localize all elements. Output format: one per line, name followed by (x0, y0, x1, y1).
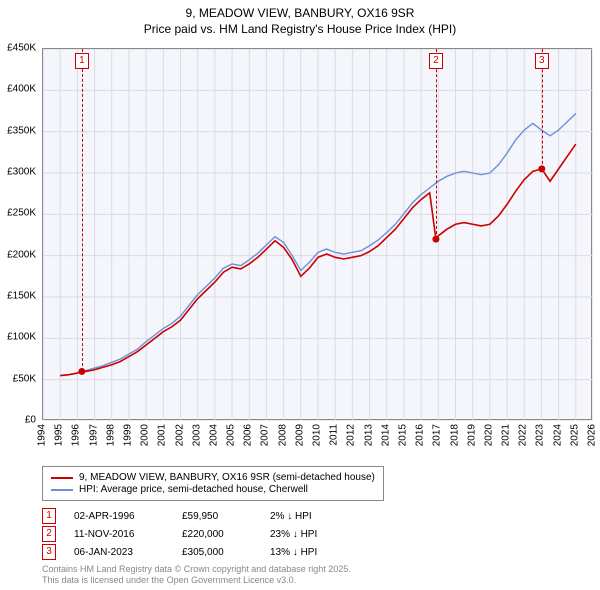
x-tick-label: 2001 (157, 424, 168, 446)
sales-row-marker: 1 (42, 508, 56, 524)
legend-swatch (51, 477, 73, 479)
legend-row: HPI: Average price, semi-detached house,… (51, 484, 375, 495)
chart-svg (43, 49, 593, 421)
sales-row: 2 11-NOV-2016 £220,000 23% ↓ HPI (42, 526, 360, 542)
x-tick-label: 2014 (380, 424, 391, 446)
legend-label: HPI: Average price, semi-detached house,… (79, 484, 308, 495)
x-tick-label: 2012 (346, 424, 357, 446)
sales-row: 1 02-APR-1996 £59,950 2% ↓ HPI (42, 508, 360, 524)
x-tick-label: 2023 (535, 424, 546, 446)
y-tick-label: £450K (7, 43, 36, 54)
plot-area: 1 2 3 (42, 48, 592, 420)
x-tick-label: 2017 (432, 424, 443, 446)
legend: 9, MEADOW VIEW, BANBURY, OX16 9SR (semi-… (42, 466, 384, 501)
y-tick-label: £50K (13, 373, 36, 384)
legend-swatch (51, 489, 73, 491)
licence-text: Contains HM Land Registry data © Crown c… (42, 564, 351, 586)
y-tick-label: £350K (7, 125, 36, 136)
sales-table: 1 02-APR-1996 £59,950 2% ↓ HPI 2 11-NOV-2016 £… (42, 506, 360, 562)
x-tick-label: 1994 (37, 424, 48, 446)
sales-row-price: £305,000 (182, 547, 252, 558)
y-tick-label: £0 (25, 415, 36, 426)
x-tick-label: 2021 (501, 424, 512, 446)
x-tick-label: 2010 (312, 424, 323, 446)
x-tick-label: 2019 (466, 424, 477, 446)
title-block: 9, MEADOW VIEW, BANBURY, OX16 9SR Price … (0, 0, 600, 37)
x-tick-label: 2013 (363, 424, 374, 446)
legend-label: 9, MEADOW VIEW, BANBURY, OX16 9SR (semi-… (79, 472, 375, 483)
x-tick-label: 2000 (140, 424, 151, 446)
x-tick-label: 2003 (191, 424, 202, 446)
x-tick-label: 2002 (174, 424, 185, 446)
sale-marker-box-3: 3 (535, 53, 549, 69)
sales-row-marker: 2 (42, 526, 56, 542)
sale-marker-line-2 (436, 49, 437, 239)
sales-row-price: £220,000 (182, 529, 252, 540)
title-line-2: Price paid vs. HM Land Registry's House … (0, 22, 600, 38)
sale-marker-box-1: 1 (75, 53, 89, 69)
x-tick-label: 2004 (208, 424, 219, 446)
title-line-1: 9, MEADOW VIEW, BANBURY, OX16 9SR (0, 6, 600, 22)
x-tick-label: 2025 (569, 424, 580, 446)
sales-row-date: 11-NOV-2016 (74, 529, 164, 540)
x-tick-label: 2009 (294, 424, 305, 446)
licence-line-1: Contains HM Land Registry data © Crown c… (42, 564, 351, 575)
x-tick-label: 1997 (88, 424, 99, 446)
x-tick-label: 2005 (226, 424, 237, 446)
x-tick-label: 2006 (243, 424, 254, 446)
sales-row-price: £59,950 (182, 511, 252, 522)
x-axis-labels: 1994199519961997199819992000200120022003… (42, 422, 592, 472)
x-tick-label: 1999 (122, 424, 133, 446)
y-tick-label: £100K (7, 332, 36, 343)
x-tick-label: 2007 (260, 424, 271, 446)
x-tick-label: 2008 (277, 424, 288, 446)
legend-row: 9, MEADOW VIEW, BANBURY, OX16 9SR (semi-… (51, 472, 375, 483)
x-tick-label: 1996 (71, 424, 82, 446)
y-tick-label: £150K (7, 291, 36, 302)
y-tick-label: £250K (7, 208, 36, 219)
sales-row-date: 02-APR-1996 (74, 511, 164, 522)
sale-marker-line-1 (82, 49, 83, 371)
x-tick-label: 2018 (449, 424, 460, 446)
x-tick-label: 2020 (483, 424, 494, 446)
y-tick-label: £200K (7, 249, 36, 260)
y-tick-label: £300K (7, 167, 36, 178)
chart-container: 9, MEADOW VIEW, BANBURY, OX16 9SR Price … (0, 0, 600, 590)
sales-row-date: 06-JAN-2023 (74, 547, 164, 558)
sales-row-pct: 13% ↓ HPI (270, 547, 360, 558)
sales-row-marker: 3 (42, 544, 56, 560)
y-axis-labels: £0£50K£100K£150K£200K£250K£300K£350K£400… (0, 48, 40, 420)
x-tick-label: 1998 (105, 424, 116, 446)
x-tick-label: 2024 (552, 424, 563, 446)
licence-line-2: This data is licensed under the Open Gov… (42, 575, 351, 586)
sales-row-pct: 23% ↓ HPI (270, 529, 360, 540)
sales-row-pct: 2% ↓ HPI (270, 511, 360, 522)
x-tick-label: 2016 (415, 424, 426, 446)
sale-marker-box-2: 2 (429, 53, 443, 69)
sales-row: 3 06-JAN-2023 £305,000 13% ↓ HPI (42, 544, 360, 560)
x-tick-label: 2015 (397, 424, 408, 446)
x-tick-label: 2022 (518, 424, 529, 446)
x-tick-label: 1995 (54, 424, 65, 446)
y-tick-label: £400K (7, 84, 36, 95)
x-tick-label: 2011 (329, 424, 340, 446)
x-tick-label: 2026 (587, 424, 598, 446)
